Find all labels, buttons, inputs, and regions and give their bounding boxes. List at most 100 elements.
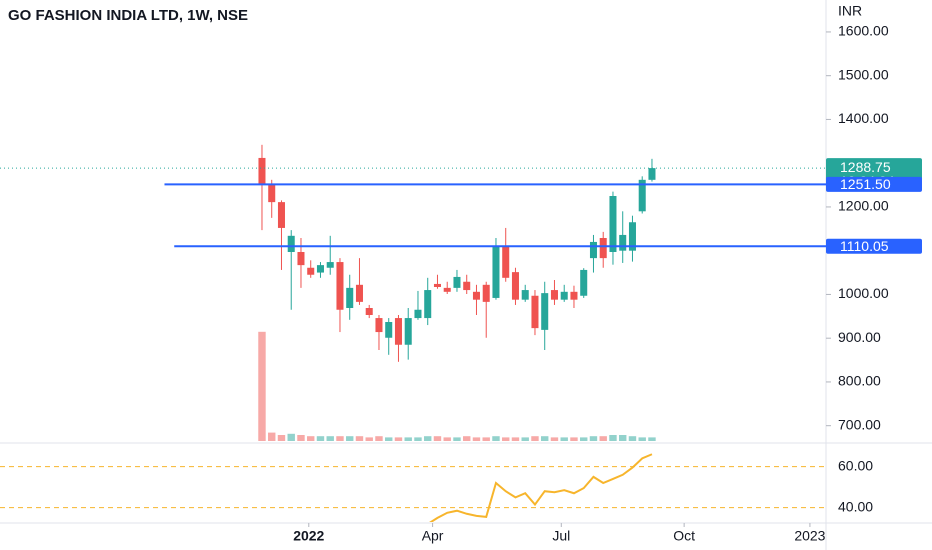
- volume-bar: [541, 436, 549, 441]
- volume-bar: [482, 437, 490, 441]
- volume-bar: [268, 432, 276, 441]
- indicator-line: [429, 453, 653, 522]
- candle-body: [375, 318, 383, 333]
- volume-bar: [550, 437, 559, 441]
- candle-body: [433, 283, 441, 287]
- volume-bar: [453, 437, 461, 441]
- candle-body: [609, 196, 617, 252]
- candle-body: [580, 269, 588, 296]
- candle-body: [531, 295, 539, 329]
- volume-bar: [385, 437, 393, 441]
- y-tick-label: 700.00: [838, 416, 881, 432]
- volume-bar: [531, 436, 539, 441]
- volume-bar: [463, 436, 471, 441]
- candle-body: [638, 179, 646, 212]
- volume-bar: [355, 436, 364, 441]
- volume-bar: [258, 331, 266, 441]
- volume-bar: [502, 437, 510, 441]
- chart-title: GO FASHION INDIA LTD, 1W, NSE: [8, 7, 248, 24]
- x-tick-label: Jul: [552, 528, 570, 544]
- candle-body: [570, 291, 578, 300]
- candle-body: [463, 281, 471, 291]
- candle-body: [453, 276, 461, 288]
- x-tick-label: 2023: [794, 528, 825, 544]
- volume-bar: [287, 433, 295, 441]
- level-box: [826, 176, 922, 192]
- volume-bar: [619, 435, 627, 441]
- volume-bar: [346, 436, 354, 441]
- volume-bar: [560, 437, 568, 441]
- candle-body: [521, 290, 529, 300]
- volume-bar: [404, 437, 412, 441]
- candle-body: [550, 290, 558, 300]
- volume-bar: [297, 435, 305, 441]
- candle-body: [385, 322, 393, 338]
- candle-body: [346, 287, 354, 308]
- x-tick-label: Apr: [422, 528, 444, 544]
- y-tick-label: 40.00: [838, 498, 873, 514]
- candle-body: [424, 290, 432, 319]
- candle-body: [482, 284, 490, 302]
- candle-body: [472, 291, 480, 300]
- candle-body: [502, 245, 510, 278]
- volume-bar: [492, 436, 500, 441]
- volume-bar: [433, 436, 442, 441]
- volume-bar: [648, 437, 656, 441]
- volume-bar: [375, 436, 383, 441]
- volume-bar: [414, 437, 422, 441]
- candle-body: [258, 157, 266, 186]
- candle-body: [336, 262, 344, 310]
- candle-body: [492, 245, 500, 298]
- y-tick-label: 1000.00: [838, 285, 889, 301]
- candle-body: [365, 308, 373, 315]
- candle-body: [414, 309, 422, 319]
- candle-body: [541, 293, 549, 330]
- level-label: 1251.50: [840, 176, 891, 192]
- candle-body: [326, 262, 334, 268]
- level-label: 1110.05: [840, 238, 889, 254]
- candle-body: [268, 185, 276, 203]
- volume-bar: [394, 437, 403, 441]
- candle-body: [316, 265, 324, 273]
- candle-body: [648, 168, 656, 180]
- volume-bar: [521, 437, 529, 441]
- currency: INR: [838, 3, 862, 19]
- axes: 1600.00 1500.00 1400.00 1200.00 1000.00 900.0…: [0, 23, 922, 544]
- volume-bar: [277, 435, 286, 441]
- volume-bar: [443, 437, 451, 441]
- y-tick-label: 1500.00: [838, 66, 889, 82]
- volume-bar: [580, 437, 588, 441]
- candle-body: [404, 318, 412, 345]
- candle-body: [589, 241, 597, 259]
- volume-bar: [316, 436, 325, 441]
- volume-bar: [628, 436, 637, 441]
- volume-bar: [365, 437, 373, 441]
- volume-bar: [424, 436, 432, 441]
- last-price-label: 1288.75: [840, 159, 891, 175]
- candle-body: [619, 234, 627, 251]
- volume-bar: [472, 437, 481, 441]
- candle-body: [297, 252, 305, 266]
- y-tick-label: 1400.00: [838, 110, 889, 126]
- volume-bar: [589, 436, 598, 441]
- volume-bar: [599, 436, 607, 441]
- candle-body: [511, 272, 519, 300]
- volume-bar: [336, 436, 344, 441]
- candle-body: [560, 291, 568, 300]
- candle-body: [628, 222, 636, 251]
- volume-bar: [326, 436, 334, 441]
- y-tick-label: 900.00: [838, 329, 881, 345]
- volume-bar: [570, 437, 578, 441]
- volume-bar: [638, 437, 646, 441]
- x-tick-label: 2022: [293, 528, 324, 544]
- candle-body: [394, 318, 402, 345]
- candle-body: [443, 287, 451, 292]
- y-tick-label: 1600.00: [838, 23, 889, 39]
- y-tick-label: 800.00: [838, 373, 881, 389]
- candle-body: [355, 284, 363, 302]
- candle-body: [287, 235, 295, 252]
- x-tick-label: Oct: [673, 528, 695, 544]
- volume-bar: [307, 436, 315, 441]
